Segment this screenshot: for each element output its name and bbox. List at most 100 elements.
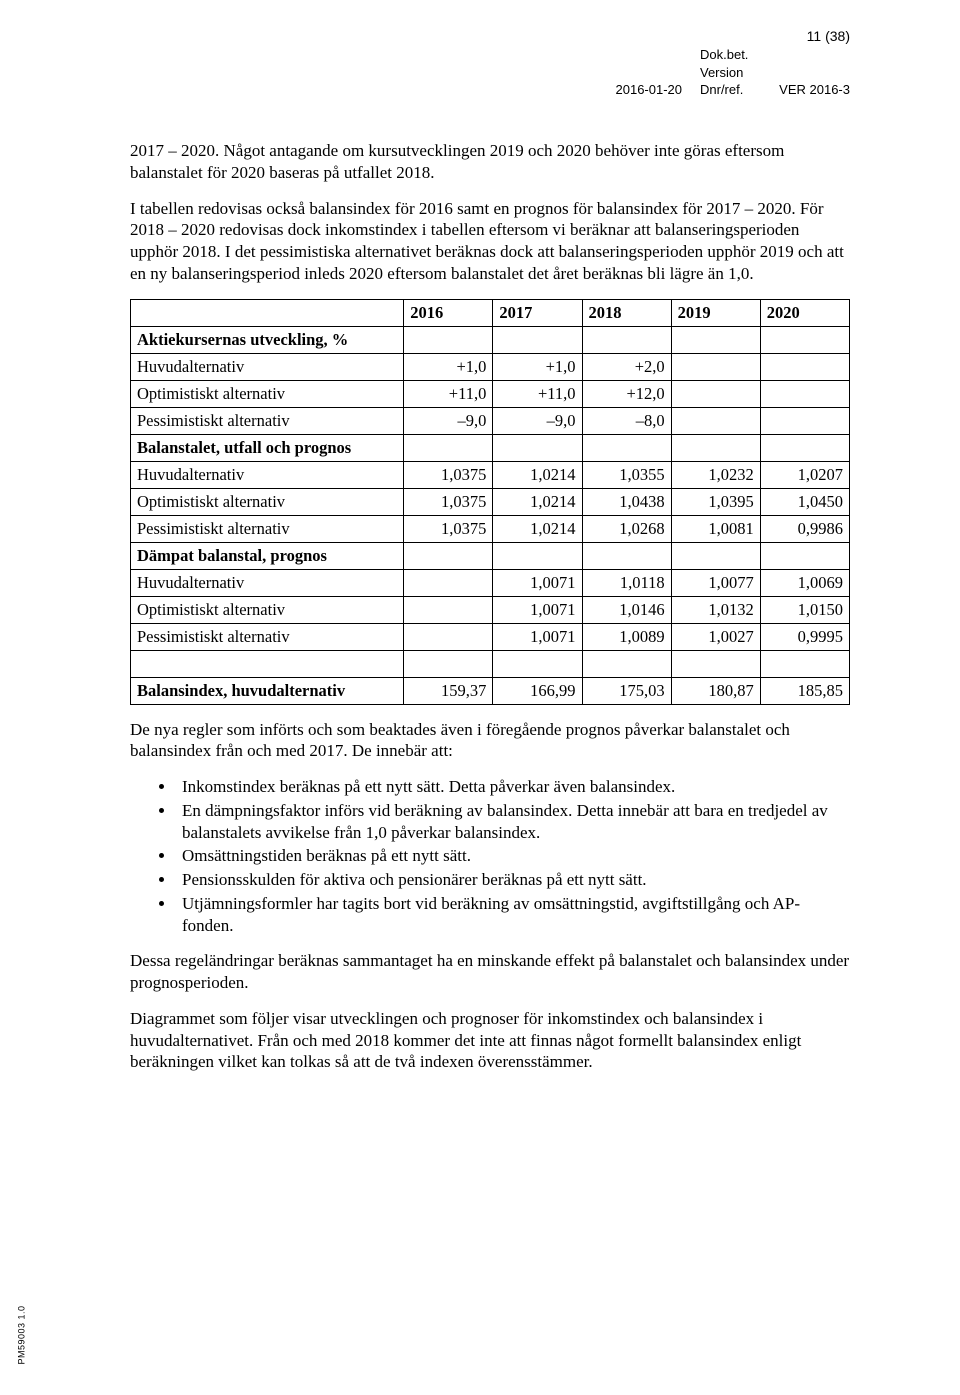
- table-cell: [404, 569, 493, 596]
- table-cell: 0,9986: [760, 515, 849, 542]
- table-cell: 1,0081: [671, 515, 760, 542]
- table-cell: [493, 650, 582, 677]
- table-cell: [404, 434, 493, 461]
- table-year-header: 2019: [671, 299, 760, 326]
- table-row-label: Pessimistiskt alternativ: [131, 407, 404, 434]
- table-cell: 1,0232: [671, 461, 760, 488]
- table-cell: 1,0355: [582, 461, 671, 488]
- table-row-label: Aktiekursernas utveckling, %: [131, 326, 404, 353]
- table-cell: 1,0450: [760, 488, 849, 515]
- table-cell: 1,0214: [493, 488, 582, 515]
- table-cell: [760, 542, 849, 569]
- table-cell: 1,0132: [671, 596, 760, 623]
- table-cell: +1,0: [404, 353, 493, 380]
- table-cell: [760, 434, 849, 461]
- table-cell: 1,0214: [493, 461, 582, 488]
- table-cell: [760, 326, 849, 353]
- table-cell: [493, 434, 582, 461]
- table-row-label: Balanstalet, utfall och prognos: [131, 434, 404, 461]
- table-cell: 1,0077: [671, 569, 760, 596]
- bullet-item: En dämpningsfaktor införs vid beräkning …: [176, 800, 850, 844]
- footer-code: PM59003 1.0: [16, 1306, 28, 1365]
- table-cell: [404, 623, 493, 650]
- document-body: 2017 – 2020. Något antagande om kursutve…: [130, 140, 850, 1073]
- table-cell: 166,99: [493, 677, 582, 704]
- bullet-list: Inkomstindex beräknas på ett nytt sätt. …: [130, 776, 850, 936]
- page-number: 11 (38): [807, 28, 850, 46]
- table-cell: 159,37: [404, 677, 493, 704]
- table-cell: 1,0071: [493, 569, 582, 596]
- paragraph-4: Dessa regeländringar beräknas sammantage…: [130, 950, 850, 994]
- table-cell: 1,0207: [760, 461, 849, 488]
- table-cell: 1,0150: [760, 596, 849, 623]
- table-cell: 1,0214: [493, 515, 582, 542]
- table-cell: [671, 353, 760, 380]
- table-cell: 180,87: [671, 677, 760, 704]
- table-cell: [671, 650, 760, 677]
- table-year-header: 2020: [760, 299, 849, 326]
- page: 11 (38) Dok.bet. Version 2016-01-20 Dnr/…: [0, 0, 960, 1395]
- bullet-item: Inkomstindex beräknas på ett nytt sätt. …: [176, 776, 850, 798]
- table-cell: 1,0089: [582, 623, 671, 650]
- bullet-item: Pensionsskulden för aktiva och pensionär…: [176, 869, 850, 891]
- paragraph-2: I tabellen redovisas också balansindex f…: [130, 198, 850, 285]
- table-row-label: Balansindex, huvudalternativ: [131, 677, 404, 704]
- bullet-item: Utjämningsformler har tagits bort vid be…: [176, 893, 850, 937]
- table-row-label: Pessimistiskt alternativ: [131, 515, 404, 542]
- table-cell: 1,0438: [582, 488, 671, 515]
- table-cell: 175,03: [582, 677, 671, 704]
- table-cell: 1,0071: [493, 596, 582, 623]
- table-cell: 1,0069: [760, 569, 849, 596]
- paragraph-3: De nya regler som införts och som beakta…: [130, 719, 850, 763]
- table-cell: +12,0: [582, 380, 671, 407]
- dnr-value: VER 2016-3: [760, 81, 850, 99]
- table-cell: 1,0118: [582, 569, 671, 596]
- table-year-header: 2016: [404, 299, 493, 326]
- table-cell: 1,0268: [582, 515, 671, 542]
- table-cell: [671, 542, 760, 569]
- table-row-label: [131, 650, 404, 677]
- table-row-label: Pessimistiskt alternativ: [131, 623, 404, 650]
- table-cell: [671, 380, 760, 407]
- table-cell: –9,0: [404, 407, 493, 434]
- table-header-empty: [131, 299, 404, 326]
- table-cell: [404, 542, 493, 569]
- table-cell: [671, 434, 760, 461]
- table-row-label: Huvudalternativ: [131, 353, 404, 380]
- table-cell: 0,9995: [760, 623, 849, 650]
- table-cell: 1,0375: [404, 488, 493, 515]
- table-cell: [582, 326, 671, 353]
- table-row-label: Huvudalternativ: [131, 461, 404, 488]
- table-row-label: Huvudalternativ: [131, 569, 404, 596]
- version-label: Version: [700, 64, 760, 82]
- table-year-header: 2017: [493, 299, 582, 326]
- dokbet-label: Dok.bet.: [700, 46, 760, 64]
- table-cell: 1,0375: [404, 515, 493, 542]
- table-cell: [404, 326, 493, 353]
- table-cell: 1,0375: [404, 461, 493, 488]
- table-row-label: Optimistiskt alternativ: [131, 596, 404, 623]
- table-cell: [582, 650, 671, 677]
- table-cell: [404, 596, 493, 623]
- dnr-label: Dnr/ref.: [700, 81, 760, 99]
- table-cell: [404, 650, 493, 677]
- bullet-item: Omsättningstiden beräknas på ett nytt sä…: [176, 845, 850, 867]
- table-cell: +2,0: [582, 353, 671, 380]
- table-cell: [671, 326, 760, 353]
- table-year-header: 2018: [582, 299, 671, 326]
- table-cell: 1,0395: [671, 488, 760, 515]
- table-cell: [760, 650, 849, 677]
- table-cell: 185,85: [760, 677, 849, 704]
- doc-header: Dok.bet. Version 2016-01-20 Dnr/ref. VER…: [472, 46, 850, 99]
- table-cell: 1,0146: [582, 596, 671, 623]
- doc-date: 2016-01-20: [472, 81, 700, 99]
- table-cell: –8,0: [582, 407, 671, 434]
- paragraph-5: Diagrammet som följer visar utvecklingen…: [130, 1008, 850, 1073]
- table-row-label: Optimistiskt alternativ: [131, 380, 404, 407]
- table-cell: [582, 542, 671, 569]
- table-cell: [760, 353, 849, 380]
- table-cell: [760, 407, 849, 434]
- data-table: 20162017201820192020 Aktiekursernas utvec…: [130, 299, 850, 705]
- table-cell: [760, 380, 849, 407]
- table-cell: [582, 434, 671, 461]
